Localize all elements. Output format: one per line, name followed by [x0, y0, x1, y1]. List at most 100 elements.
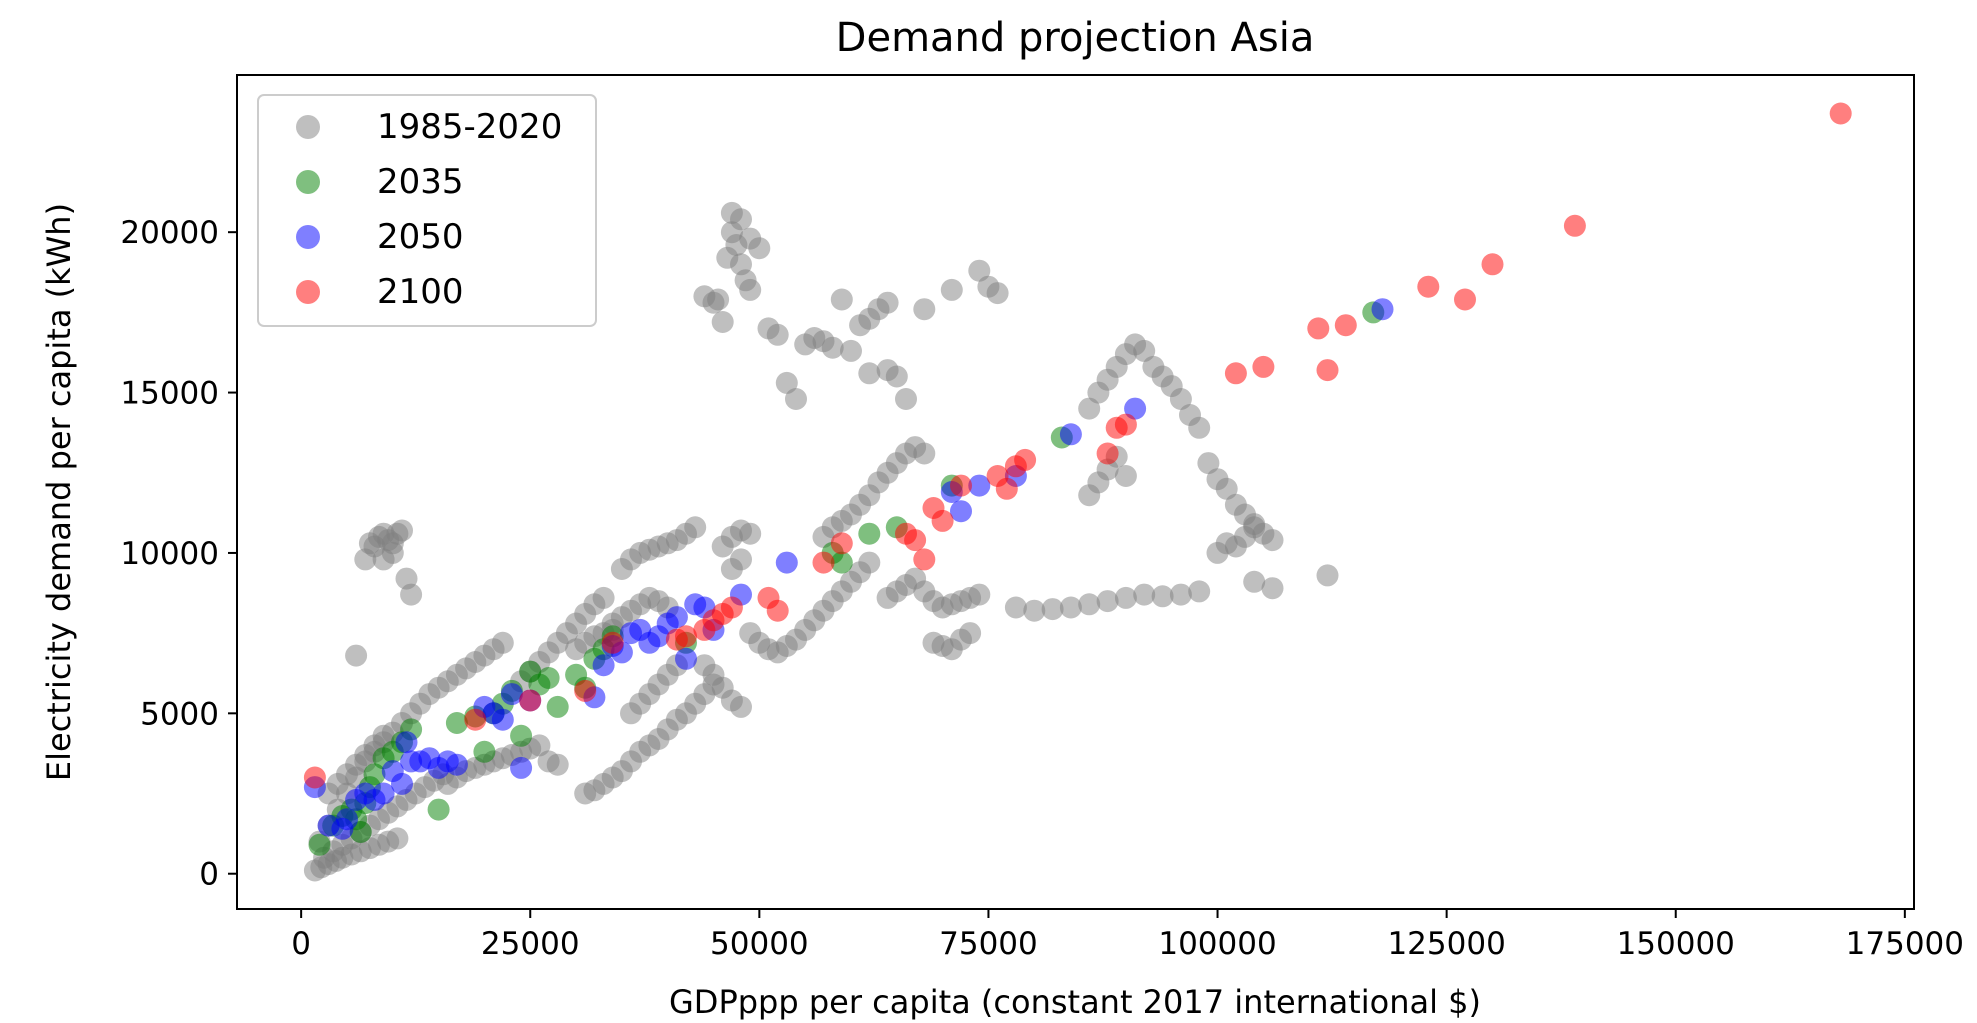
point-1985-2020-181 [1188, 580, 1211, 603]
point-1985-2020-165 [968, 583, 991, 606]
point-1985-2020-174 [1059, 596, 1082, 619]
point-1985-2020-247 [895, 388, 917, 410]
point-2100-14 [830, 532, 853, 555]
point-1985-2020-203 [1197, 452, 1220, 475]
point-1985-2020-171 [1004, 596, 1027, 619]
point-2100-4 [601, 631, 624, 654]
point-2100-0 [303, 766, 326, 789]
point-1985-2020-180 [1169, 583, 1192, 606]
point-2100-30 [1307, 317, 1330, 340]
point-1985-2020-183 [1261, 577, 1284, 600]
legend-marker-1985-2020 [296, 115, 320, 139]
point-2100-13 [812, 551, 835, 574]
point-1985-2020-249 [940, 278, 963, 301]
point-2050-41 [968, 474, 991, 497]
x-tick-label-1: 25000 [481, 926, 580, 962]
point-1985-2020-262 [391, 519, 413, 542]
point-2035-32 [830, 551, 853, 574]
legend-box [257, 94, 597, 327]
point-1985-2020-126 [739, 522, 762, 545]
point-1985-2020-239 [840, 339, 862, 362]
point-1985-2020-175 [1078, 593, 1101, 616]
legend-label-2035: 2035 [377, 162, 464, 202]
point-2100-2 [519, 689, 542, 712]
point-1985-2020-173 [1041, 598, 1064, 621]
point-1985-2020-176 [1096, 590, 1119, 613]
point-1985-2020-225 [739, 278, 762, 301]
point-1985-2020-219 [707, 288, 730, 311]
plot-frame [236, 74, 1915, 910]
y-tick-label-1: 5000 [140, 696, 219, 732]
point-2035-14 [445, 712, 468, 734]
point-1985-2020-170 [959, 622, 982, 645]
point-1985-2020-229 [748, 237, 771, 260]
point-2050-19 [491, 708, 514, 731]
point-2035-20 [510, 724, 533, 747]
legend-label-2100: 2100 [377, 272, 464, 312]
point-1985-2020-177 [1114, 586, 1137, 609]
point-1985-2020-252 [986, 282, 1009, 305]
x-tick-label-4: 100000 [1158, 926, 1276, 962]
point-1985-2020-101 [730, 695, 752, 718]
point-2050-32 [665, 606, 688, 629]
point-2100-1 [464, 708, 487, 731]
point-2035-24 [546, 695, 569, 718]
point-2100-35 [1481, 253, 1504, 276]
x-tick-label-3: 75000 [939, 926, 1038, 962]
point-2050-24 [592, 654, 615, 677]
point-2050-7 [372, 782, 395, 805]
point-2100-27 [1114, 413, 1137, 436]
point-1985-2020-253 [345, 644, 368, 667]
point-2100-20 [950, 474, 972, 497]
point-1985-2020-45 [491, 631, 514, 654]
point-1985-2020-246 [885, 365, 908, 388]
legend-label-1985-2020: 1985-2020 [377, 107, 562, 147]
point-1985-2020-10 [386, 827, 409, 850]
point-2100-36 [1563, 214, 1586, 237]
point-1985-2020-200 [1169, 388, 1192, 410]
point-1985-2020-182 [1243, 570, 1266, 593]
point-2100-10 [720, 596, 743, 619]
point-2050-9 [391, 772, 413, 795]
x-tick-label-6: 150000 [1617, 926, 1735, 962]
point-1985-2020-179 [1151, 585, 1174, 608]
series-1985-2020 [303, 201, 1339, 882]
y-tick-label-3: 15000 [120, 376, 219, 412]
point-1985-2020-142 [858, 551, 881, 574]
point-2050-10 [395, 731, 418, 754]
series-2050 [303, 298, 1394, 840]
point-2035-8 [363, 763, 386, 786]
chart-title: Demand projection Asia [836, 15, 1315, 61]
point-1985-2020-238 [830, 288, 853, 311]
legend-marker-2100 [296, 280, 320, 304]
point-1985-2020-63 [528, 734, 551, 757]
point-2100-12 [766, 599, 789, 622]
y-axis: 0 5000 10000 15000 20000 [120, 215, 237, 893]
legend-marker-2050 [296, 225, 320, 249]
point-2035-33 [858, 522, 881, 545]
point-2050-21 [510, 756, 533, 779]
point-1985-2020-190 [1078, 397, 1101, 420]
point-1985-2020-184 [1316, 564, 1339, 587]
point-2100-31 [1316, 359, 1339, 382]
point-1985-2020-75 [592, 586, 615, 609]
legend-marker-2035 [296, 170, 320, 194]
legend: 1985-2020 2035 2050 2100 [257, 94, 597, 327]
point-2050-38 [775, 551, 798, 574]
point-2050-45 [1371, 298, 1394, 321]
point-2100-32 [1334, 314, 1357, 337]
point-2100-17 [913, 548, 936, 571]
point-1985-2020-250 [968, 259, 991, 282]
x-tick-label-2: 50000 [710, 926, 809, 962]
point-2100-37 [1829, 102, 1852, 125]
x-axis-label: GDPppp per capita (constant 2017 interna… [669, 983, 1481, 1021]
points-layer [303, 102, 1852, 882]
point-1985-2020-244 [858, 362, 881, 385]
point-1985-2020-248 [913, 298, 936, 321]
legend-label-2050: 2050 [377, 217, 464, 257]
point-1985-2020-210 [1261, 529, 1284, 552]
point-1985-2020-237 [821, 336, 844, 359]
point-1985-2020-231 [766, 323, 789, 346]
point-2100-3 [574, 679, 597, 702]
